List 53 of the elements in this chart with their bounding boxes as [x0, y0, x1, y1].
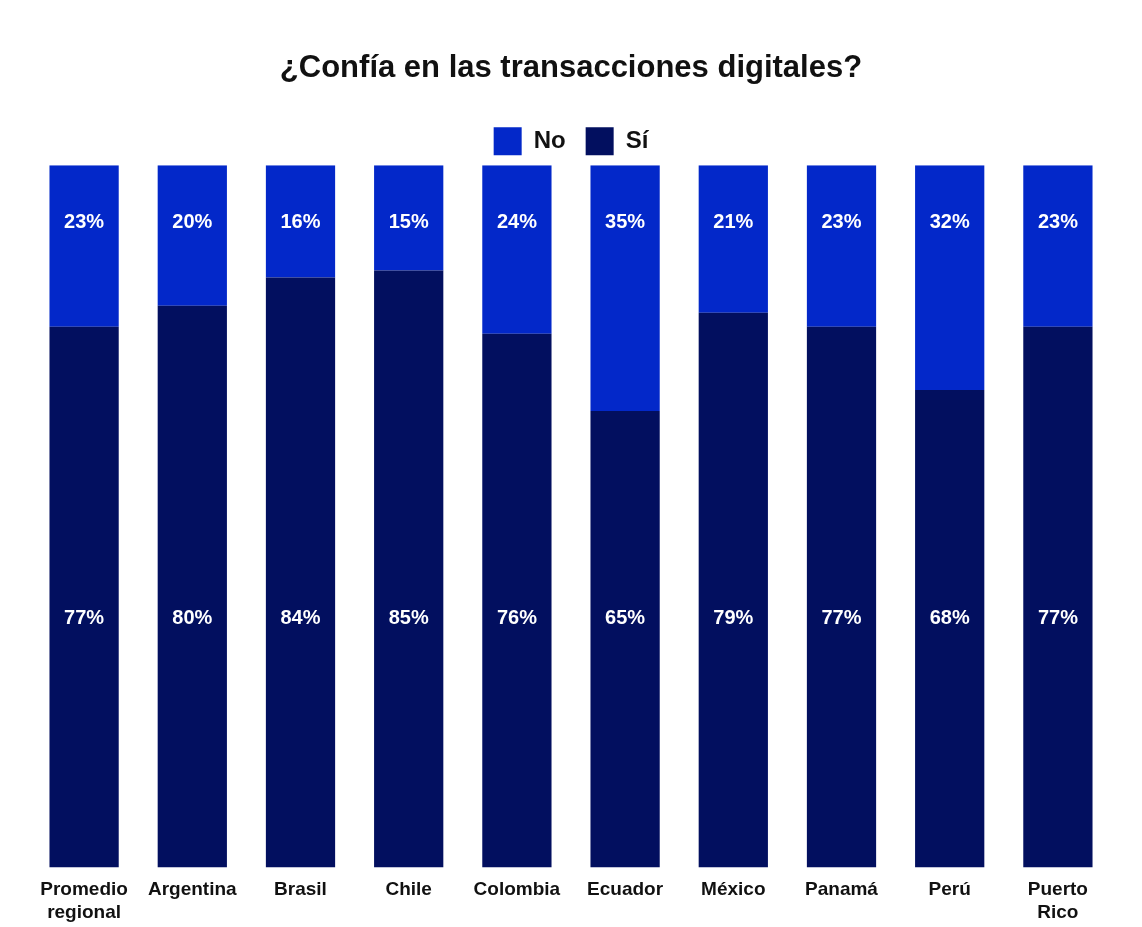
legend-label: No: [533, 125, 566, 153]
bar: [915, 165, 985, 390]
legend-label: Sí: [625, 125, 650, 153]
bar: [374, 270, 444, 868]
data-label: 79%: [713, 605, 754, 628]
bar: [482, 333, 552, 868]
data-label: 65%: [605, 605, 646, 628]
chart-title: ¿Confía en las transacciones digitales?: [279, 49, 863, 85]
x-tick-label: Perú: [928, 878, 971, 900]
bar: [265, 165, 336, 278]
data-label: 15%: [388, 209, 429, 232]
bar: [698, 165, 768, 313]
x-tick-label: Promedio regional: [40, 878, 128, 922]
x-tick-label: Puerto Rico: [1027, 878, 1088, 922]
x-tick-label: Chile: [385, 878, 432, 900]
data-label: 23%: [1037, 209, 1079, 232]
x-tick-label: Argentina: [147, 878, 238, 900]
data-label: 21%: [713, 209, 754, 232]
data-label: 32%: [929, 209, 970, 232]
bar: [157, 165, 227, 306]
bar: [1023, 326, 1093, 868]
bar: [49, 165, 119, 327]
data-label: 24%: [496, 209, 538, 232]
data-label: 35%: [605, 209, 646, 232]
bar: [806, 326, 877, 868]
data-label: 77%: [821, 605, 862, 628]
x-tick-label: Panamá: [805, 878, 879, 900]
bar: [915, 389, 985, 868]
bar: [590, 165, 660, 411]
bar: [806, 165, 877, 327]
data-label: 85%: [388, 605, 429, 628]
bar: [157, 305, 227, 868]
data-label: 68%: [929, 605, 970, 628]
data-label: 80%: [172, 605, 213, 628]
data-label: 77%: [64, 605, 105, 628]
x-tick-label: Colombia: [473, 878, 561, 900]
data-label: 77%: [1037, 605, 1079, 628]
x-tick-label: México: [701, 878, 766, 900]
bar: [698, 312, 768, 868]
bar: [49, 326, 119, 868]
bar: [590, 410, 660, 868]
data-label: 20%: [172, 209, 213, 232]
bar: [374, 165, 444, 271]
x-tick-label: Ecuador: [587, 878, 664, 900]
data-label: 16%: [280, 209, 321, 232]
data-label: 84%: [280, 605, 321, 628]
bar: [482, 165, 552, 334]
data-label: 76%: [496, 605, 538, 628]
bar: [1023, 165, 1093, 327]
data-label: 23%: [64, 209, 105, 232]
bar: [265, 277, 336, 868]
data-label: 23%: [821, 209, 862, 232]
x-tick-label: Brasil: [274, 878, 327, 900]
